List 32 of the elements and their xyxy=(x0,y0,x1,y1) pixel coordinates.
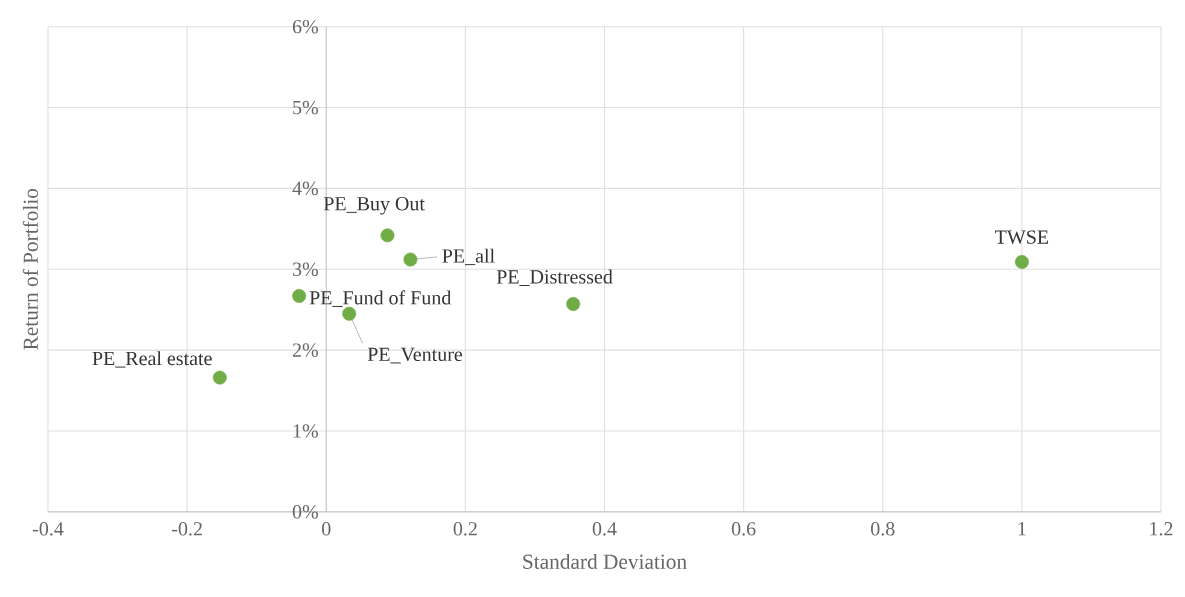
y-tick-label: 6% xyxy=(292,19,319,34)
y-tick-label: 3% xyxy=(293,262,319,276)
annotation: PE_Buy Out xyxy=(323,196,425,215)
x-tick-label: 0.4 xyxy=(592,521,617,536)
x-tick-label: 0.6 xyxy=(731,521,756,536)
y-tick-label: 2% xyxy=(292,343,319,357)
point xyxy=(1014,254,1029,269)
annotation: PE_Distressed xyxy=(496,269,613,286)
annotation: PE_all xyxy=(442,248,495,266)
x-tick-label: 0 xyxy=(322,521,331,536)
x-axis-title: Standard Deviation xyxy=(523,553,687,569)
point xyxy=(212,370,227,385)
x-tick-label: -0.4 xyxy=(32,521,64,536)
point xyxy=(342,306,357,321)
point xyxy=(566,297,581,311)
point xyxy=(380,228,395,243)
point xyxy=(403,252,418,267)
y-tick-label: 5% xyxy=(293,100,319,115)
y-tick-label: 1% xyxy=(293,424,319,438)
x-tick-label: 1 xyxy=(1018,522,1026,536)
x-tick-label: 0.8 xyxy=(871,521,895,536)
annotation: PE_Fund of Fund xyxy=(309,290,452,307)
y-tick-label: 0% xyxy=(292,504,319,519)
y-tick-label: 4% xyxy=(292,181,319,196)
x-tick-label: 0.2 xyxy=(453,521,477,536)
annotation: TWSE xyxy=(995,230,1049,244)
x-tick-label: -0.2 xyxy=(172,521,202,536)
x-tick-label: 1.2 xyxy=(1150,522,1173,536)
y-axis-title: Return of Portfolio xyxy=(22,188,38,350)
annotation: PE_Venture xyxy=(367,347,463,364)
annotation: PE_Real estate xyxy=(92,351,212,368)
point xyxy=(292,288,307,303)
